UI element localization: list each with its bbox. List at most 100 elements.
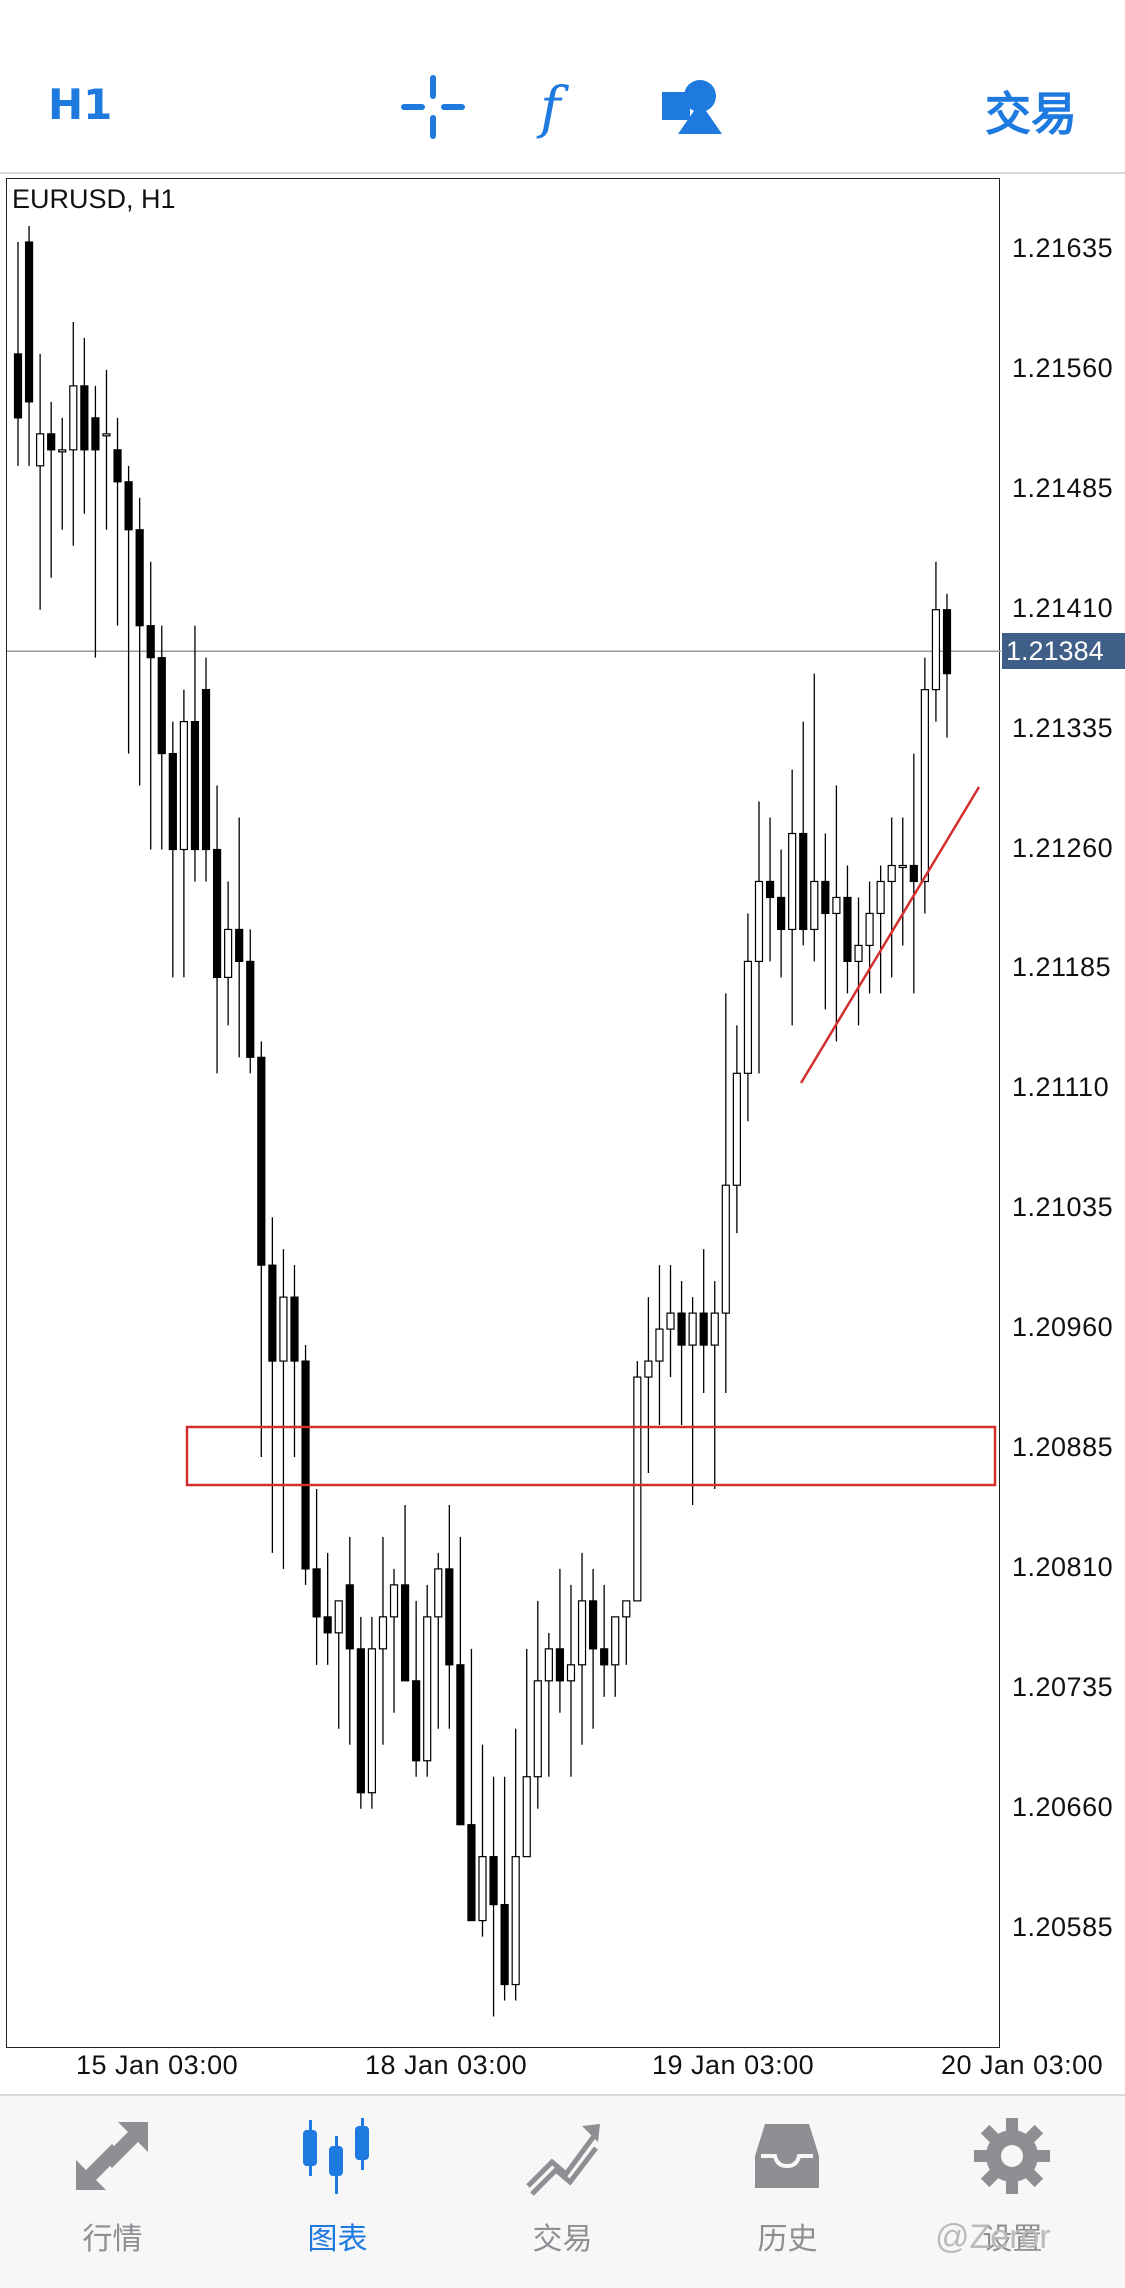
candle xyxy=(456,1536,465,1826)
candle xyxy=(400,1504,410,1682)
function-icon[interactable]: f xyxy=(528,72,598,142)
price-tick-label: 1.21560 xyxy=(1012,352,1114,383)
candle xyxy=(246,929,255,1074)
candle xyxy=(323,1552,332,1665)
candle xyxy=(434,1552,443,1729)
candle xyxy=(931,561,941,722)
candle xyxy=(633,1361,642,1602)
crosshair-icon[interactable] xyxy=(398,72,468,142)
candle xyxy=(500,1776,509,2001)
candle xyxy=(765,817,775,962)
candle xyxy=(832,785,841,1042)
trade-icon xyxy=(526,2124,600,2196)
candle xyxy=(920,657,929,914)
candle xyxy=(666,1265,675,1378)
candle xyxy=(854,897,863,1026)
price-tick-label: 1.20810 xyxy=(1012,1551,1114,1582)
candle xyxy=(389,1568,399,1713)
candle xyxy=(655,1265,664,1426)
time-tick-label: 15 Jan 03:00 xyxy=(76,2050,239,2080)
price-tick-label: 1.21410 xyxy=(1012,592,1114,623)
candle xyxy=(124,465,133,754)
candle xyxy=(611,1616,620,1697)
tab-chart[interactable]: 图表 xyxy=(225,2096,450,2288)
trend-line[interactable] xyxy=(799,786,981,1084)
top-toolbar: H1 f 交易 xyxy=(0,0,1125,174)
bottom-tab-bar: 行情 图表 交易 历史 设置 xyxy=(0,2094,1125,2288)
price-tick-label: 1.21110 xyxy=(1012,1072,1110,1103)
candle xyxy=(201,657,211,882)
candle xyxy=(544,1632,553,1777)
candle xyxy=(876,865,885,994)
timeframe-button[interactable]: H1 xyxy=(48,80,113,129)
settings-icon xyxy=(974,2118,1050,2194)
candle xyxy=(212,785,222,1074)
candle xyxy=(224,881,233,1026)
candle xyxy=(710,1281,719,1489)
tab-history[interactable]: 历史 xyxy=(675,2096,900,2288)
candle xyxy=(887,817,896,978)
price-tick-label: 1.21635 xyxy=(1012,233,1114,263)
history-icon xyxy=(755,2124,819,2188)
svg-text:f: f xyxy=(536,76,570,141)
candle xyxy=(511,1728,520,2001)
candle xyxy=(600,1584,609,1697)
candle xyxy=(588,1568,598,1729)
candle xyxy=(378,1536,388,1745)
candle xyxy=(777,849,786,978)
candle xyxy=(810,673,819,962)
support-zone-rectangle[interactable] xyxy=(185,1425,997,1487)
candle xyxy=(91,385,100,658)
candle xyxy=(644,1297,653,1473)
price-tick-label: 1.20885 xyxy=(1012,1432,1114,1462)
candlestick-chart[interactable] xyxy=(7,179,1001,2049)
price-tick-label: 1.21260 xyxy=(1012,832,1114,863)
candle xyxy=(36,353,45,610)
candle xyxy=(788,769,797,1026)
candle xyxy=(743,913,753,1122)
candle xyxy=(146,561,155,850)
chart-area[interactable] xyxy=(6,178,1001,2049)
candle xyxy=(688,1297,697,1505)
candle xyxy=(445,1504,454,1729)
candle xyxy=(235,817,244,1058)
time-tick-label: 18 Jan 03:00 xyxy=(365,2050,528,2080)
price-tick-label: 1.20660 xyxy=(1012,1791,1114,1822)
candle xyxy=(102,369,111,530)
quotes-icon xyxy=(76,2122,148,2190)
candle xyxy=(566,1584,576,1777)
candle xyxy=(522,1648,531,1858)
candle xyxy=(179,689,188,978)
candle xyxy=(301,1345,310,1585)
candle xyxy=(80,337,89,514)
chart-symbol-label: EURUSD, H1 xyxy=(12,184,176,214)
candle xyxy=(677,1281,686,1426)
candle xyxy=(356,1616,365,1809)
candle xyxy=(257,1041,266,1457)
candle xyxy=(478,1744,487,1937)
candle xyxy=(367,1616,377,1809)
candle xyxy=(113,417,122,626)
candle xyxy=(290,1265,299,1457)
candle xyxy=(423,1584,432,1777)
tab-settings[interactable]: 设置 xyxy=(900,2096,1125,2288)
time-tick-label: 19 Jan 03:00 xyxy=(652,2050,815,2080)
objects-icon[interactable] xyxy=(658,72,728,142)
price-tick-label: 1.20585 xyxy=(1012,1911,1114,1942)
candle xyxy=(843,865,852,994)
candle xyxy=(577,1552,587,1745)
candle xyxy=(721,993,730,1394)
candle xyxy=(942,593,952,738)
candle xyxy=(489,1776,498,2017)
trade-button[interactable]: 交易 xyxy=(985,87,1077,141)
candle xyxy=(135,497,144,786)
price-tick-label: 1.21035 xyxy=(1012,1192,1114,1223)
candle xyxy=(754,801,764,1074)
tab-quotes[interactable]: 行情 xyxy=(0,2096,225,2288)
tab-trade[interactable]: 交易 xyxy=(450,2096,675,2288)
candle xyxy=(312,1488,321,1665)
candle xyxy=(412,1600,421,1777)
candle xyxy=(699,1249,708,1394)
price-tick-label: 1.21335 xyxy=(1012,712,1114,743)
candle xyxy=(799,721,808,946)
